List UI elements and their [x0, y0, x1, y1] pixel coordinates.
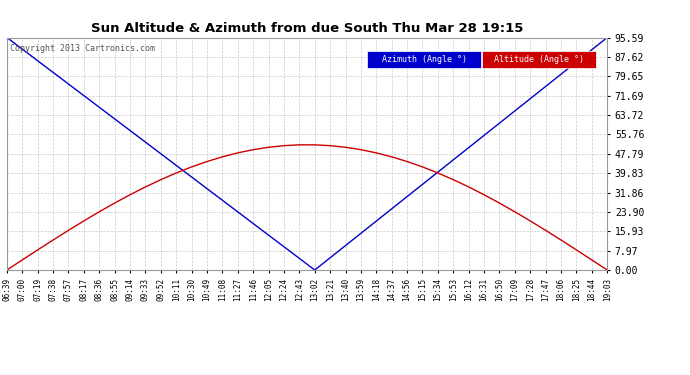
- Title: Sun Altitude & Azimuth from due South Thu Mar 28 19:15: Sun Altitude & Azimuth from due South Th…: [91, 22, 523, 35]
- Text: Altitude (Angle °): Altitude (Angle °): [494, 55, 584, 64]
- Text: Copyright 2013 Cartronics.com: Copyright 2013 Cartronics.com: [10, 45, 155, 54]
- FancyBboxPatch shape: [367, 51, 481, 68]
- Text: Azimuth (Angle °): Azimuth (Angle °): [382, 55, 466, 64]
- FancyBboxPatch shape: [482, 51, 596, 68]
